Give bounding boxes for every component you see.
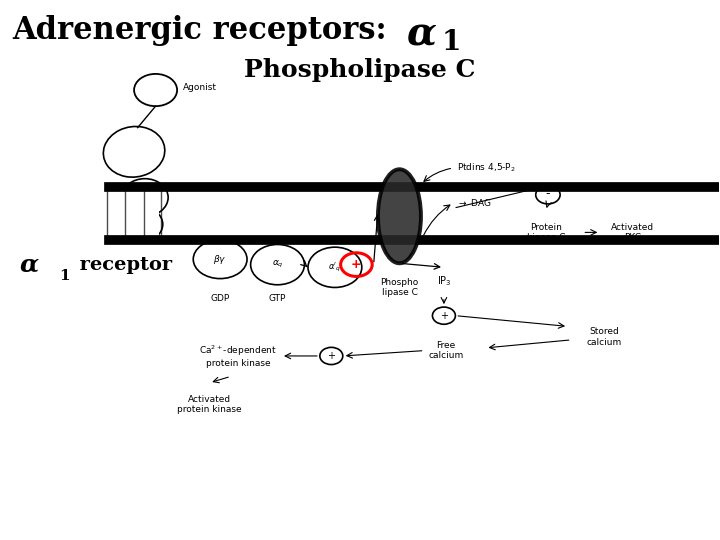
Text: IP$_3$: IP$_3$ bbox=[436, 274, 451, 288]
Text: receptor: receptor bbox=[73, 255, 172, 274]
Text: GDP: GDP bbox=[210, 294, 230, 303]
Text: Adrenergic receptors:: Adrenergic receptors: bbox=[12, 15, 387, 46]
Text: 1: 1 bbox=[442, 29, 461, 56]
Ellipse shape bbox=[378, 169, 421, 264]
Text: GTP: GTP bbox=[269, 294, 287, 303]
Text: Phospho
lipase C: Phospho lipase C bbox=[380, 278, 418, 298]
Text: Ca$^{2+}$-dependent
protein kinase: Ca$^{2+}$-dependent protein kinase bbox=[199, 343, 277, 368]
Text: $\alpha_q$: $\alpha_q$ bbox=[271, 259, 284, 270]
Text: Free
calcium: Free calcium bbox=[428, 341, 464, 360]
Text: 1: 1 bbox=[59, 269, 69, 284]
FancyBboxPatch shape bbox=[94, 184, 159, 243]
Text: $\beta\gamma$: $\beta\gamma$ bbox=[213, 253, 227, 266]
Text: +: + bbox=[351, 258, 361, 271]
Text: Activated
PKC: Activated PKC bbox=[611, 222, 654, 242]
Text: α: α bbox=[19, 253, 39, 276]
Text: -: - bbox=[546, 187, 550, 200]
Text: +: + bbox=[440, 310, 448, 321]
Text: α: α bbox=[407, 15, 436, 53]
Text: Stored
calcium: Stored calcium bbox=[586, 327, 621, 347]
Text: Ptdins 4,5-P$_2$: Ptdins 4,5-P$_2$ bbox=[456, 161, 516, 174]
Text: Phospholipase C: Phospholipase C bbox=[244, 58, 476, 82]
Text: Agonist: Agonist bbox=[183, 83, 217, 92]
Text: Protein
kinase C: Protein kinase C bbox=[527, 222, 566, 242]
Text: $\alpha'_q$: $\alpha'_q$ bbox=[328, 261, 341, 274]
Text: Activated
protein kinase: Activated protein kinase bbox=[177, 395, 242, 414]
Text: $\rightarrow$ DAG: $\rightarrow$ DAG bbox=[456, 197, 492, 208]
Text: +: + bbox=[328, 351, 336, 361]
